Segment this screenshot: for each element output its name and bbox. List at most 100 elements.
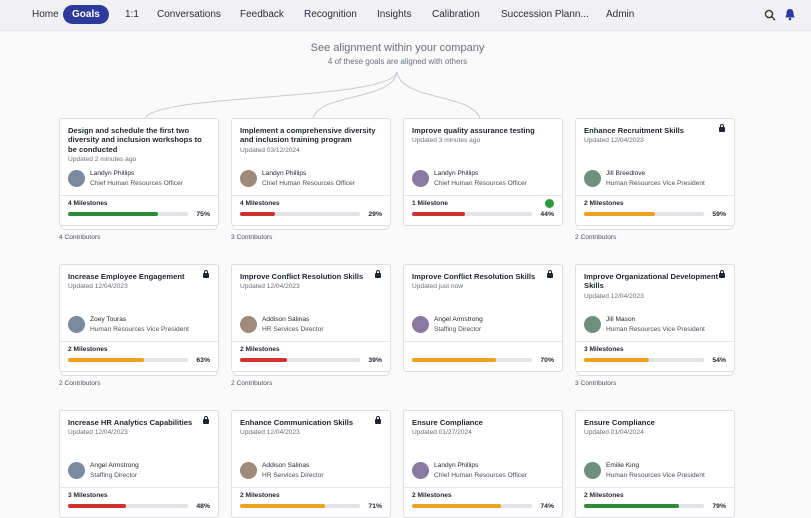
goal-updated: Updated 12/04/2023 [68, 283, 128, 291]
goal-title: Improve Organizational Development Skill… [584, 272, 719, 291]
goal-card[interactable]: Ensure Compliance Updated 01/27/2024 Landy… [403, 410, 563, 518]
progress-track [412, 358, 532, 362]
owner-role: Staffing Director [90, 472, 138, 479]
nav-item[interactable]: Succession Plann... [501, 9, 589, 20]
goal-updated: Updated 03/12/2024 [240, 146, 300, 154]
owner-name: Emilie King [606, 462, 639, 469]
goal-card[interactable]: Design and schedule the first two divers… [59, 118, 219, 226]
search-icon[interactable] [764, 9, 776, 21]
goal-title: Improve Conflict Resolution Skills [240, 272, 364, 281]
nav-item[interactable]: Conversations [157, 9, 221, 20]
progress-label: 54% [712, 357, 726, 364]
contributors[interactable]: 3 Contributors [231, 234, 273, 241]
goal-title: Improve Conflict Resolution Skills [412, 272, 536, 281]
owner-avatar [584, 316, 601, 333]
top-nav: Home Goals 1:1 Conversations Feedback Recogni… [0, 0, 811, 31]
milestones: 1 Milestone [412, 200, 448, 207]
goal-title: Increase HR Analytics Capabilities [68, 418, 193, 427]
owner-name: Addison Salinas [262, 462, 310, 469]
progress-bar [412, 504, 501, 508]
owner-name: Jill Mason [606, 316, 636, 323]
goal-title: Improve quality assurance testing [412, 126, 535, 135]
goal-card[interactable]: Improve quality assurance testing Updated… [403, 118, 563, 226]
nav-item[interactable]: Feedback [240, 9, 284, 20]
goal-card[interactable]: Implement a comprehensive diversity and … [231, 118, 391, 226]
nav-item[interactable]: Recognition [304, 9, 357, 20]
alignment-lines [144, 71, 481, 119]
goal-title: Design and schedule the first two divers… [68, 126, 202, 154]
nav-item[interactable]: Calibration [432, 9, 480, 20]
progress-label: 59% [712, 211, 726, 218]
milestones: 2 Milestones [584, 200, 624, 207]
milestones: 4 Milestones [68, 200, 108, 207]
goal-card[interactable]: Improve Organizational Development Skill… [575, 264, 735, 372]
owner-name: Landyn Phillips [90, 170, 135, 177]
nav-item[interactable]: Insights [377, 9, 412, 20]
progress-bar [584, 504, 679, 508]
progress-label: 75% [196, 211, 210, 218]
bell-icon[interactable] [784, 8, 796, 21]
contributors[interactable]: 4 Contributors [59, 234, 101, 241]
progress-track [584, 358, 704, 362]
nav-item[interactable]: Admin [606, 9, 635, 20]
goal-card[interactable]: Improve Conflict Resolution Skills Update… [231, 264, 391, 372]
owner-role: Human Resources Vice President [606, 472, 705, 479]
divider [232, 195, 390, 196]
alignment-title: See alignment within your company [310, 42, 485, 54]
goal-card[interactable]: Enhance Communication Skills Updated 12/0… [231, 410, 391, 518]
goal-card[interactable]: Enhance Recruitment Skills Updated 12/04/… [575, 118, 735, 226]
lock-icon [375, 270, 381, 278]
goal-updated: Updated 01/27/2024 [412, 429, 472, 437]
nav-item[interactable]: 1:1 [125, 9, 139, 20]
divider [60, 341, 218, 342]
goal-updated: Updated 01/04/2024 [584, 429, 644, 437]
progress-label: 48% [196, 503, 210, 510]
contributors[interactable]: 2 Contributors [575, 234, 617, 241]
goal-card[interactable]: Increase HR Analytics Capabilities Update… [59, 410, 219, 518]
divider [576, 341, 734, 342]
owner-avatar [412, 170, 429, 187]
contributors[interactable]: 2 Contributors [59, 380, 101, 387]
progress-track [240, 504, 360, 508]
owner-role: Staffing Director [434, 326, 482, 333]
goal-updated: Updated 12/04/2023 [68, 429, 128, 437]
owner-role: Human Resources Vice President [606, 326, 705, 333]
goal-title: Enhance Recruitment Skills [584, 126, 685, 135]
goal-updated: Updated 12/04/2023 [584, 137, 644, 145]
lock-icon [719, 270, 725, 278]
progress-track [68, 212, 188, 216]
goal-card[interactable]: Ensure Compliance Updated 01/04/2024 Emili… [575, 410, 735, 518]
owner-role: HR Services Director [262, 472, 324, 479]
owner-avatar [584, 462, 601, 479]
progress-label: 29% [368, 211, 382, 218]
owner-avatar [68, 170, 85, 187]
nav-item[interactable]: Home [32, 9, 59, 20]
contributors[interactable]: 3 Contributors [575, 380, 617, 387]
progress-track [412, 504, 532, 508]
lock-icon [203, 270, 209, 278]
main: See alignment within your company 4 of t… [0, 31, 811, 518]
owner-name: Addison Salinas [262, 316, 310, 323]
goal-card[interactable]: Improve Conflict Resolution Skills Update… [403, 264, 563, 372]
progress-track [412, 212, 532, 216]
goal-card[interactable]: Increase Employee Engagement Updated 12/0… [59, 264, 219, 372]
goal-title: Enhance Communication Skills [240, 418, 354, 427]
nav-item[interactable]: Goals [63, 5, 109, 24]
milestones: 2 Milestones [584, 492, 624, 499]
milestones: 2 Milestones [412, 492, 452, 499]
progress-label: 39% [368, 357, 382, 364]
owner-avatar [584, 170, 601, 187]
divider [576, 487, 734, 488]
goal-title: Ensure Compliance [584, 418, 655, 427]
divider [404, 487, 562, 488]
status-icon [545, 199, 554, 208]
progress-track [240, 358, 360, 362]
goal-title: Increase Employee Engagement [68, 272, 185, 281]
contributors[interactable]: 2 Contributors [231, 380, 273, 387]
divider [576, 195, 734, 196]
owner-name: Angel Armstrong [90, 462, 139, 469]
milestones: 2 Milestones [68, 346, 108, 353]
progress-bar [68, 212, 158, 216]
lock-icon [203, 416, 209, 424]
progress-label: 79% [712, 503, 726, 510]
